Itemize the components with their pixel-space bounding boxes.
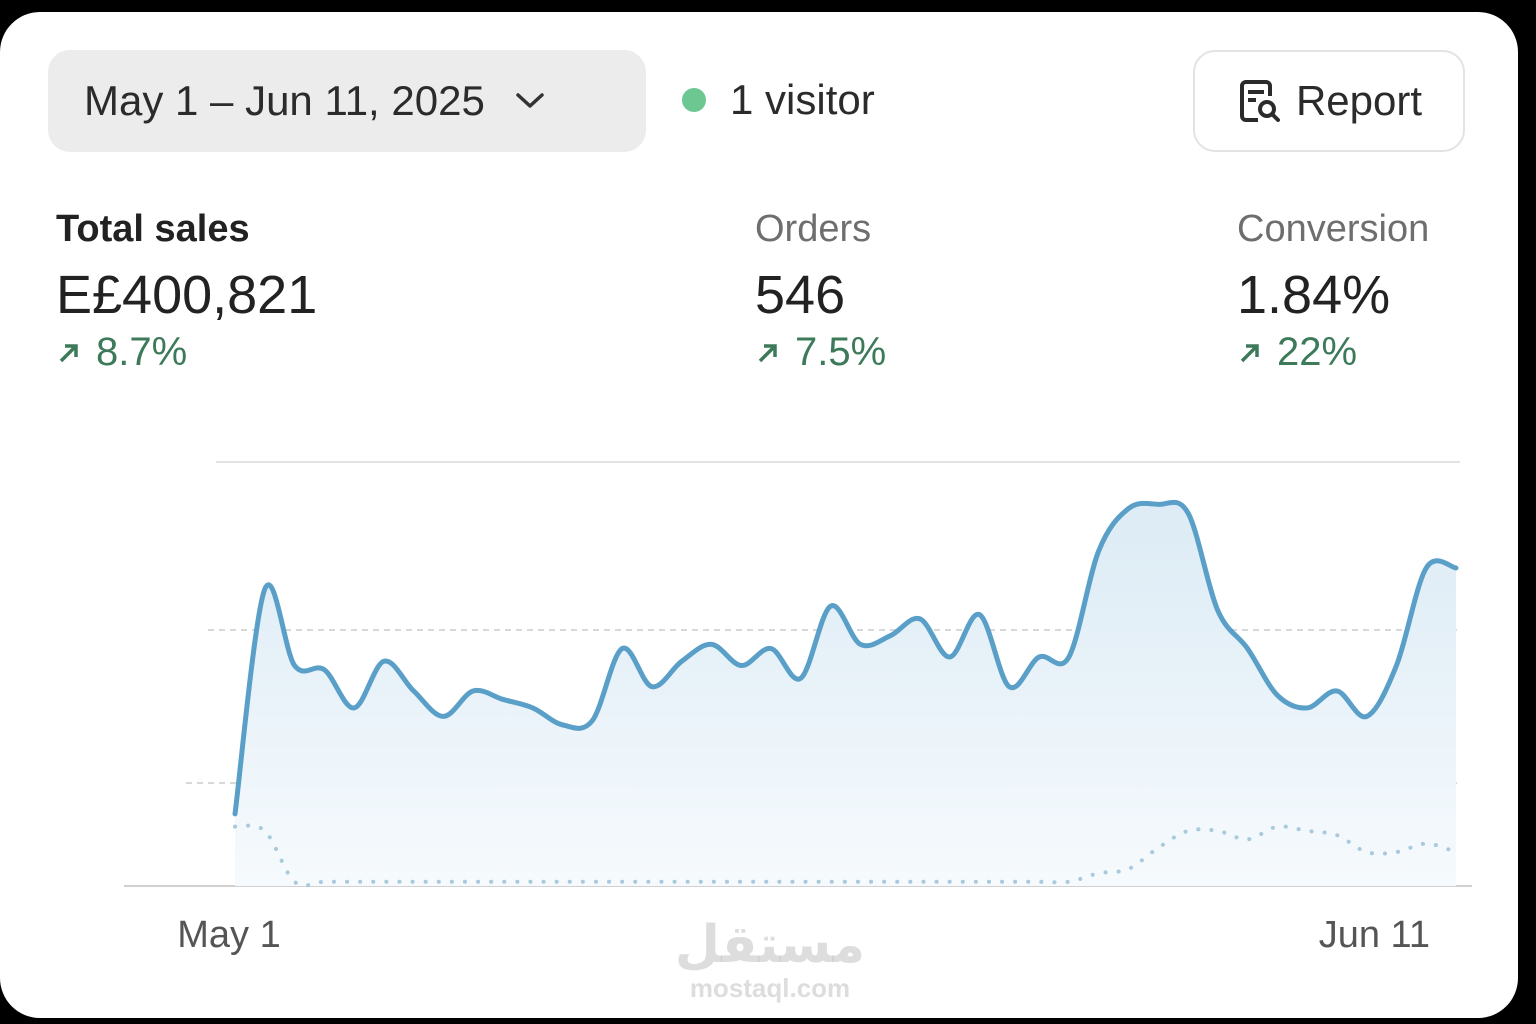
date-picker[interactable]: May 1 – Jun 11, 2025 xyxy=(48,50,646,152)
metric-change: 7.5% xyxy=(755,330,886,375)
metric-change: 22% xyxy=(1237,330,1429,375)
comparison-line xyxy=(233,823,1458,888)
up-arrow xyxy=(59,343,78,362)
metric-label: Conversion xyxy=(1237,208,1430,250)
watermark: مستقل mostaql.com xyxy=(640,917,900,1004)
visitor-count: 1 visitor xyxy=(730,76,875,123)
chart: May 1 Jun 11 xyxy=(124,461,1472,956)
visitor-indicator: 1 visitor xyxy=(682,72,875,128)
chevron-icon xyxy=(516,93,544,108)
report-icon xyxy=(1239,80,1280,122)
report-label[interactable]: Report xyxy=(1295,77,1423,124)
area-fill xyxy=(235,502,1456,886)
metric-change-text: 7.5% xyxy=(795,330,887,374)
metric: Orders 546 7.5% xyxy=(755,208,886,375)
metric-change: 8.7% xyxy=(56,330,317,375)
metric-label: Orders xyxy=(755,208,872,250)
x-tick-label: Jun 11 xyxy=(1319,914,1430,956)
x-tick-label: May 1 xyxy=(177,914,280,956)
metric-value: 1.84% xyxy=(1237,265,1391,325)
card: May 1 – Jun 11, 2025 1 visitor Report To… xyxy=(0,12,1518,1018)
metric-change-text: 22% xyxy=(1277,330,1358,374)
metric: Conversion 1.84% 22% xyxy=(1237,208,1429,375)
metric: Total sales E£400,821 8.7% xyxy=(56,208,317,375)
watermark-url: mostaql.com xyxy=(689,973,851,1003)
date-range[interactable]: May 1 – Jun 11, 2025 xyxy=(84,77,485,124)
up-arrow xyxy=(758,343,777,362)
sales-line xyxy=(232,499,1459,817)
up-arrow xyxy=(1240,343,1259,362)
report-button[interactable]: Report xyxy=(1193,50,1465,152)
metric-label: Total sales xyxy=(56,208,250,250)
metric-value: 546 xyxy=(755,265,846,325)
metric-change-text: 8.7% xyxy=(96,330,188,374)
metric-value: E£400,821 xyxy=(56,265,318,325)
watermark-arabic: مستقل xyxy=(674,916,866,974)
live-dot xyxy=(682,88,706,112)
